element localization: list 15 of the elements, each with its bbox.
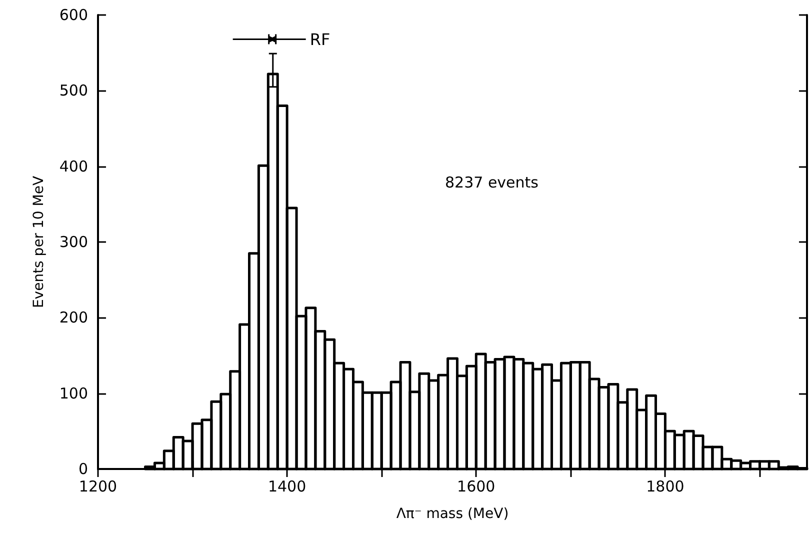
y-tick-label: 0	[78, 460, 88, 478]
x-tick-label: 1800	[646, 478, 684, 496]
x-axis-title: Λπ⁻ mass (MeV)	[396, 506, 509, 522]
annotation: 8237 events	[445, 174, 539, 192]
y-tick-label: 100	[59, 384, 88, 402]
annotation: RF	[310, 30, 330, 50]
x-tick-label: 1600	[457, 478, 496, 496]
y-tick-label: 400	[59, 157, 88, 176]
y-tick-label: 500	[59, 82, 88, 100]
y-tick-label: 200	[59, 308, 88, 327]
y-tick-label: 300	[59, 233, 88, 251]
y-axis-title: Events per 10 MeV	[31, 176, 47, 308]
y-tick-label: 600	[59, 6, 88, 24]
x-tick-label: 1400	[268, 478, 306, 496]
x-tick-label: 1200	[78, 478, 118, 496]
